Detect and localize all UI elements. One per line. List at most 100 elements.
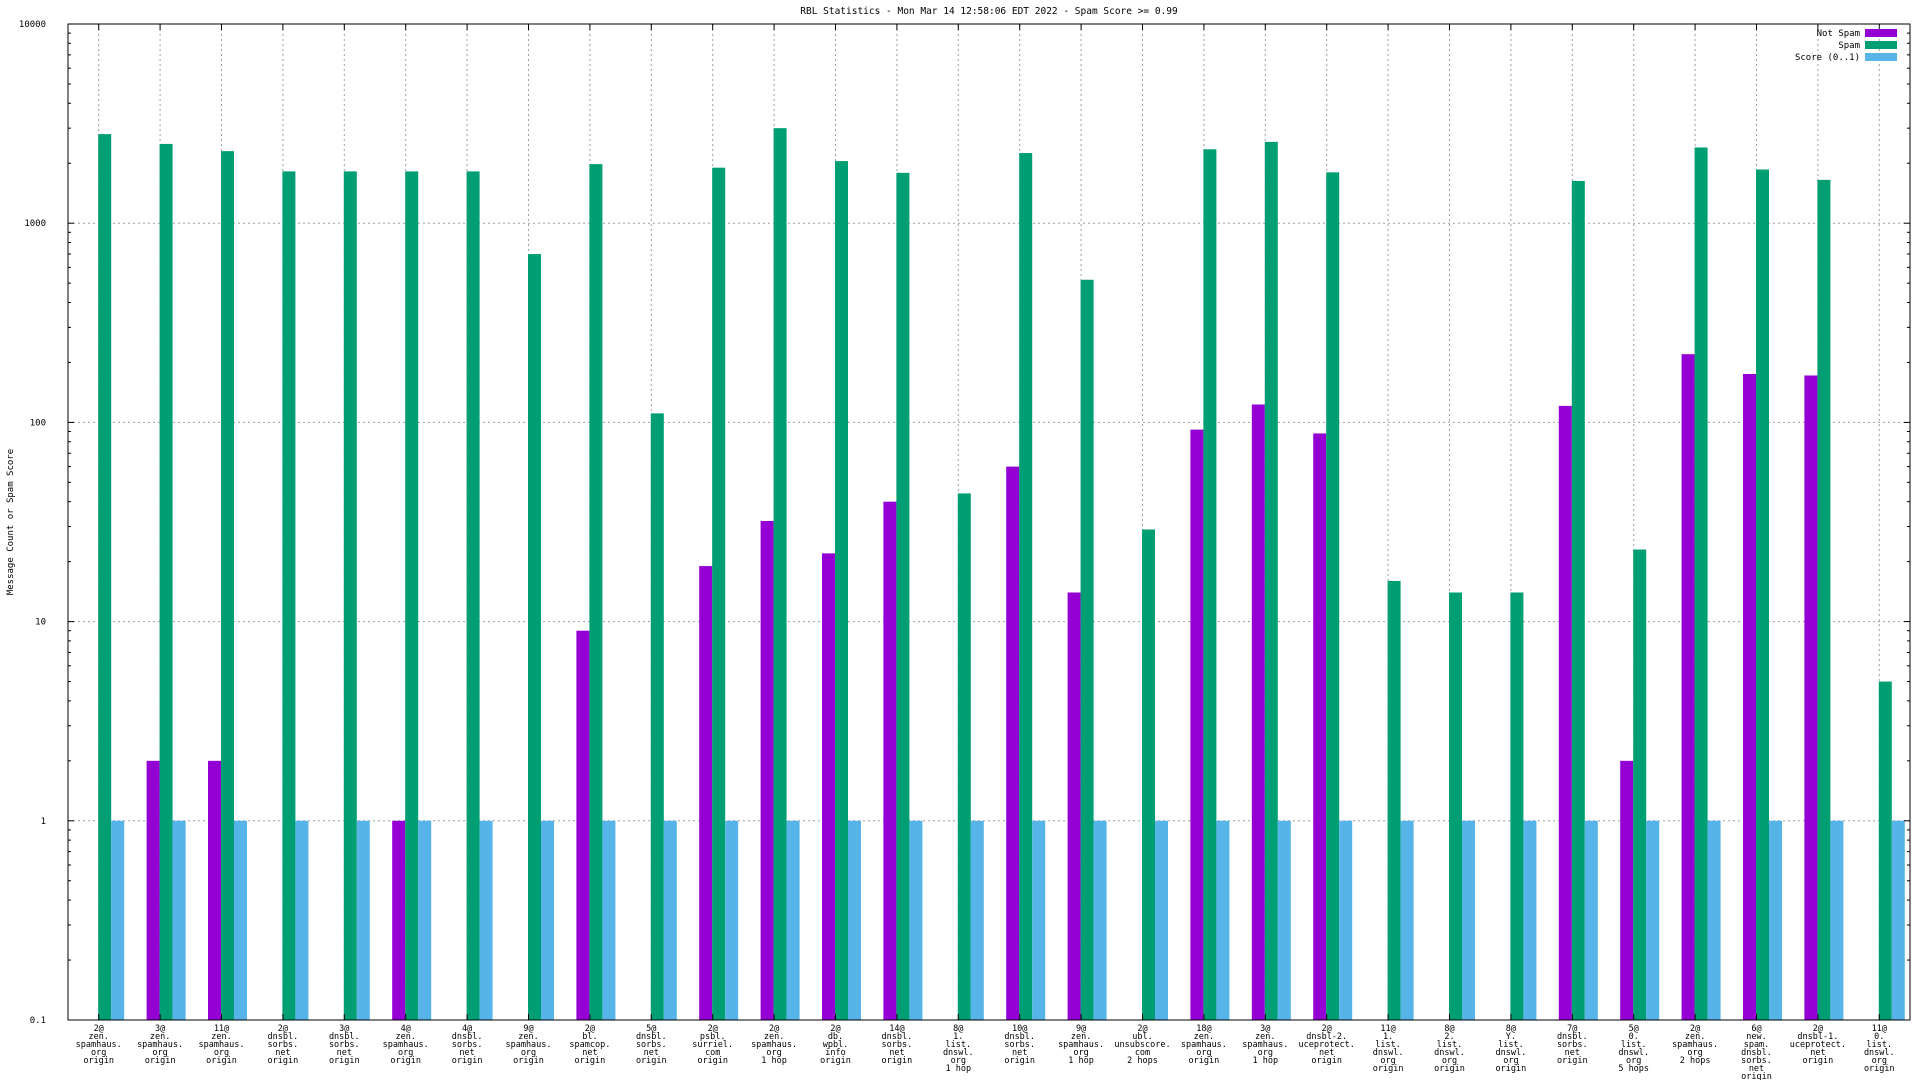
- x-category-label: 1.: [1383, 1032, 1393, 1042]
- bar-not-spam: [1681, 354, 1695, 1020]
- x-category-label: 2@: [769, 1024, 779, 1034]
- x-category-label: 5@: [1629, 1024, 1639, 1034]
- bar-score-0-1: [1339, 820, 1353, 1020]
- bar-spam: [1571, 180, 1585, 1020]
- x-category-label: 14@: [889, 1024, 904, 1034]
- x-category-label: sorbs.: [329, 1040, 360, 1050]
- x-category-label: sorbs.: [268, 1040, 299, 1050]
- x-category-label: net: [275, 1048, 290, 1058]
- x-category-label: wpbl.: [823, 1040, 849, 1050]
- x-category-label: Y.: [1506, 1032, 1516, 1042]
- bar-not-spam: [1313, 433, 1327, 1020]
- x-category-label: 0.: [1874, 1032, 1884, 1042]
- bar-spam: [1510, 592, 1524, 1020]
- bar-spam: [405, 171, 419, 1020]
- x-category-label: 10@: [1012, 1024, 1027, 1034]
- bar-spam: [1264, 141, 1278, 1020]
- x-category-label: origin: [820, 1056, 851, 1066]
- bar-spam: [835, 161, 848, 1020]
- x-category-label: net: [1565, 1048, 1580, 1058]
- x-category-label: org: [1442, 1056, 1457, 1066]
- x-category-label: origin: [513, 1056, 544, 1066]
- x-category-label: 11@: [214, 1024, 229, 1034]
- x-category-label: sorbs.: [1004, 1040, 1035, 1050]
- bar-score-0-1: [1830, 820, 1844, 1020]
- bar-score-0-1: [1584, 820, 1598, 1020]
- bar-not-spam: [1804, 375, 1818, 1020]
- bar-score-0-1: [1155, 820, 1168, 1020]
- x-category-label: dnsbl.: [329, 1032, 360, 1042]
- x-category-label: spamhaus.: [383, 1040, 429, 1050]
- x-category-label: org: [1196, 1048, 1211, 1058]
- x-category-label: origin: [1741, 1072, 1772, 1080]
- x-category-label: origin: [1496, 1064, 1527, 1074]
- x-category-label: 2@: [585, 1024, 595, 1034]
- x-category-label: org: [152, 1048, 167, 1058]
- bar-spam: [650, 413, 664, 1020]
- bar-not-spam: [576, 630, 590, 1020]
- x-category-label: 1 hop: [761, 1056, 787, 1066]
- x-category-label: org: [1073, 1048, 1088, 1058]
- x-category-label: dnsbl.: [882, 1032, 913, 1042]
- x-category-label: 1 hop: [946, 1064, 972, 1074]
- x-category-label: 2@: [708, 1024, 718, 1034]
- x-category-label: bl.: [582, 1032, 597, 1042]
- x-category-label: 7@: [1567, 1024, 1577, 1034]
- x-category-label: com: [1135, 1048, 1150, 1058]
- x-category-label: origin: [697, 1056, 728, 1066]
- bar-not-spam: [146, 760, 160, 1020]
- x-category-label: dnswl.: [1618, 1048, 1649, 1058]
- x-category-label: spam.: [1744, 1040, 1770, 1050]
- x-category-label: 9@: [523, 1024, 533, 1034]
- x-category-label: origin: [390, 1056, 421, 1066]
- x-category-label: 1 hop: [1068, 1056, 1094, 1066]
- x-category-label: zen.: [764, 1032, 784, 1042]
- x-category-label: zen.: [211, 1032, 231, 1042]
- bar-not-spam: [208, 760, 221, 1020]
- x-category-label: 8@: [1444, 1024, 1454, 1034]
- x-category-label: origin: [1434, 1064, 1465, 1074]
- bar-score-0-1: [295, 820, 309, 1020]
- x-category-label: zen.: [1071, 1032, 1091, 1042]
- bar-score-0-1: [1769, 820, 1782, 1020]
- x-category-label: dnswl.: [1864, 1048, 1895, 1058]
- legend-swatch: [1865, 41, 1897, 49]
- x-category-label: info: [825, 1048, 845, 1058]
- bar-not-spam: [699, 566, 713, 1020]
- x-category-label: org: [521, 1048, 536, 1058]
- x-category-label: spamcop.: [569, 1040, 610, 1050]
- bar-spam: [343, 171, 357, 1020]
- bar-score-0-1: [909, 820, 923, 1020]
- x-category-label: net: [1319, 1048, 1334, 1058]
- x-category-label: 8@: [953, 1024, 963, 1034]
- x-category-label: 9@: [1076, 1024, 1086, 1034]
- bar-score-0-1: [234, 820, 247, 1020]
- bar-spam: [98, 134, 112, 1021]
- x-category-label: org: [1626, 1056, 1641, 1066]
- x-category-label: dnsbl.: [268, 1032, 299, 1042]
- x-category-label: dnswl.: [943, 1048, 974, 1058]
- x-category-label: dnsbl-1.: [1797, 1032, 1838, 1042]
- x-category-label: 18@: [1196, 1024, 1211, 1034]
- bar-score-0-1: [848, 820, 861, 1020]
- bar-spam: [1449, 592, 1462, 1020]
- x-category-label: 11@: [1872, 1024, 1887, 1034]
- x-category-label: list.: [1621, 1040, 1647, 1050]
- x-category-label: origin: [882, 1056, 913, 1066]
- bar-spam: [1756, 169, 1769, 1021]
- bar-score-0-1: [111, 820, 125, 1020]
- x-category-label: origin: [1864, 1064, 1895, 1074]
- x-category-label: 2@: [1322, 1024, 1332, 1034]
- y-tick-label: 100: [30, 418, 46, 428]
- x-category-label: dnsbl-2.: [1306, 1032, 1347, 1042]
- y-tick-label: 1000: [24, 219, 46, 229]
- x-category-label: 4@: [401, 1024, 411, 1034]
- x-category-label: new.: [1746, 1032, 1766, 1042]
- x-category-label: sorbs.: [636, 1040, 667, 1050]
- x-category-label: 3@: [1260, 1024, 1270, 1034]
- x-category-label: origin: [1557, 1056, 1588, 1066]
- x-category-label: com: [705, 1048, 720, 1058]
- bar-score-0-1: [1646, 820, 1660, 1020]
- x-category-label: 5 hops: [1618, 1064, 1649, 1074]
- x-category-label: org: [1258, 1048, 1273, 1058]
